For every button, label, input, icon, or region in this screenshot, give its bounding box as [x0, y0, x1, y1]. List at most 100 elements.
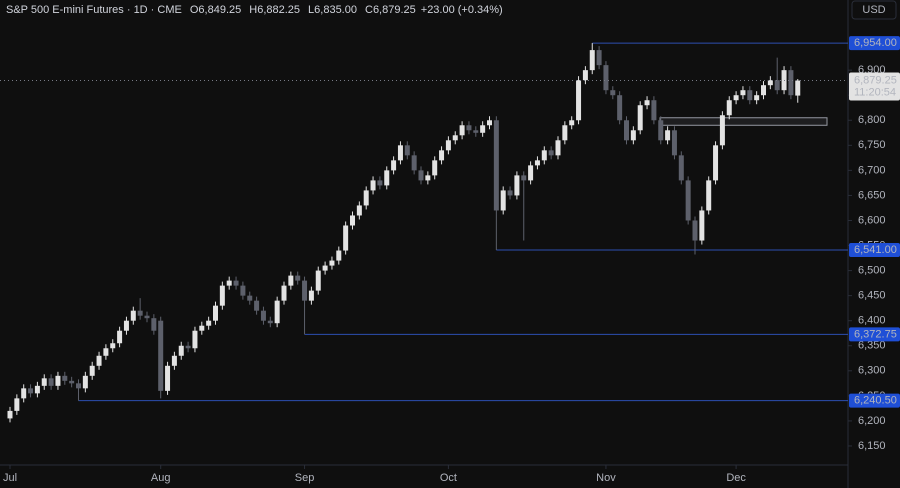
level-label-box	[849, 243, 900, 258]
candle-body	[144, 315, 150, 319]
candle-body	[158, 320, 164, 391]
candle-body	[699, 210, 705, 241]
candle-body	[302, 280, 308, 301]
currency[interactable]: USD	[862, 4, 885, 16]
candle-body	[315, 270, 321, 291]
candle-body	[411, 155, 417, 171]
candle-body	[274, 300, 280, 324]
y-tick-label: 6,350	[858, 340, 886, 352]
candle-body	[178, 345, 184, 356]
y-tick-label: 6,150	[858, 440, 886, 452]
countdown: 11:20:54	[854, 86, 896, 98]
level-label-box	[849, 393, 900, 408]
candle-body	[658, 120, 664, 141]
candle-body	[665, 130, 671, 141]
x-tick-label: Aug	[151, 472, 171, 484]
symbol-title: S&P 500 E-mini Futures · 1D · CME	[6, 4, 182, 16]
ohlc-value: 6,879.25	[373, 4, 416, 16]
zone-box	[659, 117, 828, 126]
overlay: S&P 500 E-mini Futures · 1D · CME O6,849.…	[6, 4, 900, 408]
candle-body	[726, 100, 732, 116]
x-tick-label: Oct	[440, 472, 457, 484]
candle-body	[459, 125, 465, 136]
candle-body	[82, 375, 88, 389]
ohlc-value: 6,882.25	[257, 4, 300, 16]
candle-body	[21, 388, 27, 399]
candle-body	[34, 385, 40, 394]
x-tick-label: Dec	[726, 472, 746, 484]
candle-body	[610, 90, 616, 96]
candle-body	[713, 145, 719, 181]
candle-body	[439, 150, 445, 161]
candle-body	[678, 155, 684, 181]
candle-body	[322, 265, 328, 271]
ohlc-key: H	[249, 4, 257, 16]
candle-body	[671, 130, 677, 156]
candle-body	[137, 310, 143, 316]
candle-body	[343, 225, 349, 251]
header: S&P 500 E-mini Futures · 1D · CME O6,849.…	[6, 4, 503, 16]
candle-body	[514, 175, 520, 196]
candle-body	[41, 378, 47, 386]
candle-body	[219, 285, 225, 306]
candle-body	[603, 65, 609, 91]
candle-body	[624, 120, 629, 141]
candle-body	[719, 115, 725, 146]
candle-body	[466, 125, 472, 131]
level-label-box	[849, 327, 900, 342]
candle-body	[165, 365, 171, 391]
candle-body	[493, 120, 499, 211]
candle-body	[596, 50, 602, 66]
candle-body	[397, 145, 403, 161]
last-price-box	[849, 72, 900, 101]
ohlc-value: 6,835.00	[314, 4, 357, 16]
candle-body	[391, 160, 397, 171]
candle-body	[247, 295, 253, 301]
candle-body	[123, 320, 129, 331]
candle-body	[740, 90, 746, 96]
candle-body	[685, 180, 691, 221]
candle-body	[569, 120, 575, 126]
y-tick-label: 6,750	[858, 139, 886, 151]
candle-body	[487, 120, 492, 126]
y-tick-label: 6,300	[858, 365, 886, 377]
candle-body	[350, 215, 355, 226]
currency-button[interactable]	[851, 0, 897, 20]
candle-body	[548, 150, 554, 156]
candle-body	[432, 160, 438, 176]
candle-body	[7, 410, 13, 419]
candle-body	[260, 310, 266, 321]
candle-body	[500, 190, 506, 211]
candle-body	[534, 160, 540, 166]
candle-body	[576, 80, 582, 121]
candle-body	[747, 90, 753, 101]
candle-body	[130, 310, 136, 321]
candle-body	[206, 320, 212, 326]
candle-body	[452, 135, 458, 141]
y-tick-label: 6,700	[858, 164, 886, 176]
candle-body	[267, 320, 273, 324]
candle-body	[521, 175, 527, 181]
ohlc-key: C	[365, 4, 373, 16]
candle-body	[795, 80, 801, 96]
candle-body	[589, 50, 595, 71]
ohlc-key: O	[190, 4, 199, 16]
candle-body	[55, 375, 61, 386]
candle-body	[582, 70, 588, 81]
ohlc-value: 6,849.25	[198, 4, 241, 16]
candle-body	[117, 330, 123, 344]
candle-body	[356, 205, 362, 216]
candle-body	[692, 220, 698, 241]
y-tick-label: 6,450	[858, 290, 886, 302]
candle-body	[637, 105, 643, 131]
candle-body	[213, 305, 218, 321]
candle-body	[788, 70, 794, 96]
y-tick-label: 6,800	[858, 114, 886, 126]
level-label: 6,954.00	[854, 37, 897, 49]
candle-body	[281, 285, 287, 301]
candle-body	[754, 95, 760, 101]
candle-body	[295, 275, 301, 281]
candle-body	[617, 95, 623, 121]
